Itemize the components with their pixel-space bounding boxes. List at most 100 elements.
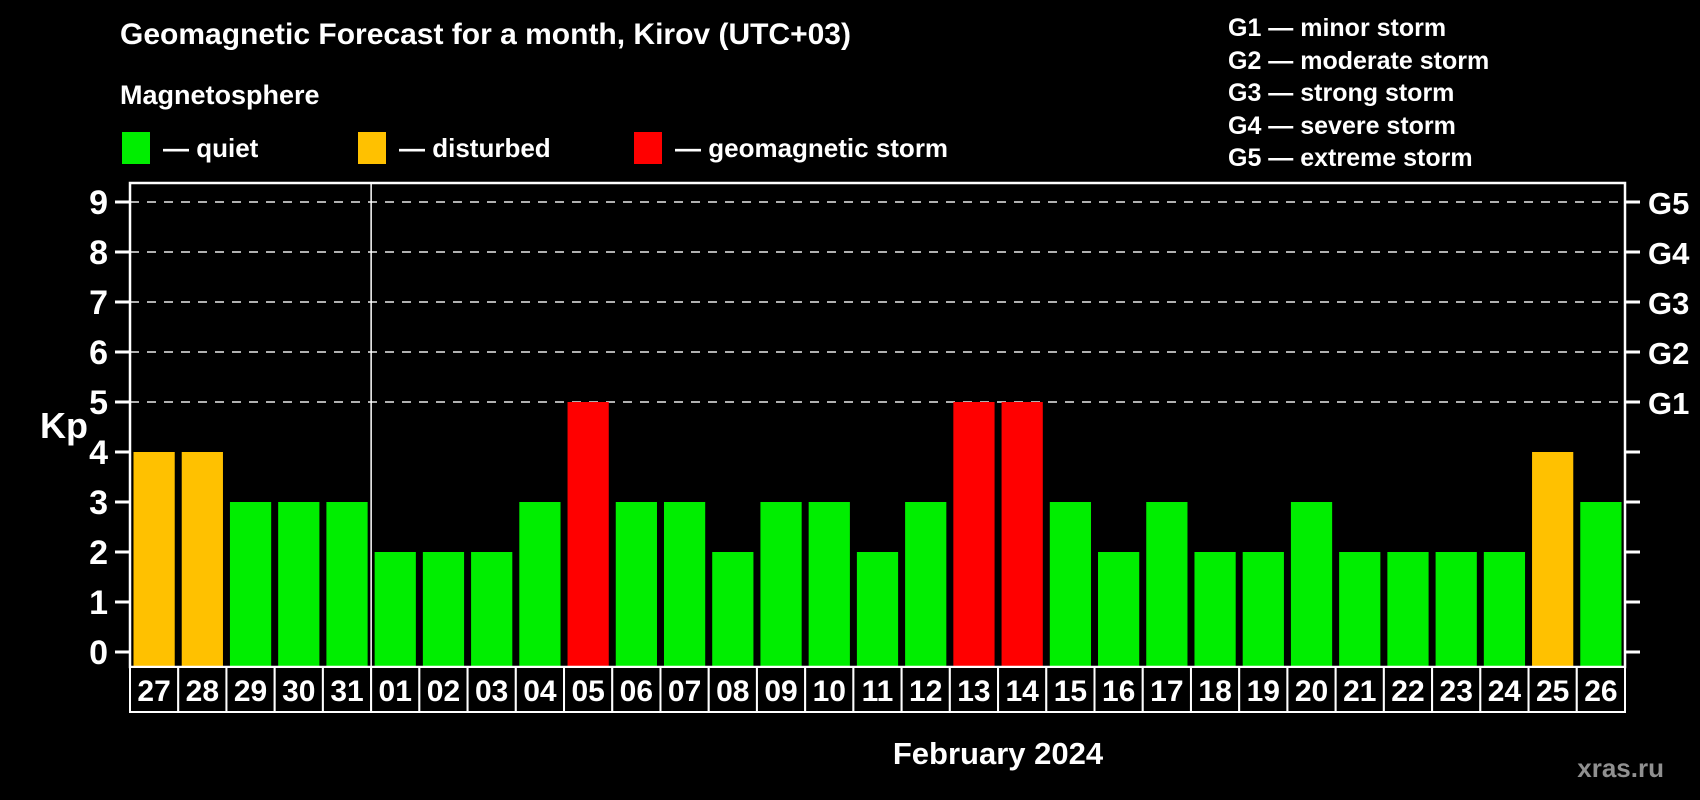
gridlines <box>130 201 1625 403</box>
day-cell-label-08: 08 <box>716 675 749 708</box>
kp-bar-day-20 <box>1290 502 1333 667</box>
day-cell-02 <box>418 666 469 713</box>
kp-bar-day-19 <box>1242 552 1284 667</box>
kp-bar-day-08 <box>712 552 754 667</box>
kp-bar-day-02 <box>422 552 465 667</box>
day-cell-label-09: 09 <box>764 675 797 708</box>
day-cell-31 <box>321 666 373 713</box>
kp-axis-tick-labels: 0 1 2 3 4 5 6 7 8 9 <box>89 184 108 672</box>
legend-label-storm: — geomagnetic storm <box>675 132 949 163</box>
day-cell-label-24: 24 <box>1488 675 1522 708</box>
kp-axis-title: Kp <box>40 405 88 446</box>
day-cell-18 <box>1189 666 1241 713</box>
day-cell-29 <box>225 666 276 713</box>
g-scale-legend: G1 — minor storm G2 — moderate storm G3 … <box>1228 12 1489 175</box>
kp-bar-day-15 <box>1049 502 1092 667</box>
day-cell-22 <box>1382 666 1434 713</box>
kp-tick-label-8: 8 <box>89 234 108 272</box>
kp-bar-day-29 <box>229 502 272 667</box>
day-cell-label-13: 13 <box>957 675 990 708</box>
kp-bar-day-10 <box>808 502 850 667</box>
kp-bar-day-03 <box>471 552 513 667</box>
day-cell-24 <box>1479 666 1530 713</box>
kp-bar-day-21 <box>1339 552 1381 667</box>
day-cell-label-15: 15 <box>1054 675 1087 708</box>
day-cell-label-04: 04 <box>523 675 557 708</box>
legend-item-disturbed: — disturbed <box>358 131 551 165</box>
day-cell-label-07: 07 <box>668 675 701 708</box>
day-cell-label-19: 19 <box>1247 675 1280 708</box>
day-cell-label-26: 26 <box>1584 675 1617 708</box>
day-cell-label-05: 05 <box>571 675 604 708</box>
page-title: Geomagnetic Forecast for a month, Kirov … <box>120 18 851 51</box>
day-cell-19 <box>1238 666 1289 713</box>
day-cell-label-17: 17 <box>1150 675 1183 708</box>
day-cell-label-31: 31 <box>330 675 363 708</box>
day-label-cells: 27 28 29 30 31 01 02 03 04 05 06 07 08 09 10 11 12 13 14 15… <box>129 666 1626 713</box>
kp-bar-day-06 <box>615 502 657 667</box>
kp-tick-label-2: 2 <box>89 534 108 572</box>
g-scale-legend-g1: G1 — minor storm <box>1228 14 1447 42</box>
kp-bar-day-27 <box>133 452 175 667</box>
day-cell-10 <box>804 666 855 713</box>
kp-bar-day-30 <box>278 502 320 667</box>
kp-bar-day-25 <box>1532 452 1574 667</box>
kp-bar-day-18 <box>1194 552 1236 667</box>
day-cell-20 <box>1286 666 1337 713</box>
kp-tick-label-9: 9 <box>89 184 108 222</box>
kp-bar-day-05 <box>567 402 609 667</box>
g-scale-legend-g4: G4 — severe storm <box>1228 111 1456 140</box>
kp-bar-day-07 <box>663 502 706 667</box>
g-tick-label-g2: G2 <box>1648 336 1689 371</box>
day-cell-12 <box>900 666 951 713</box>
kp-tick-label-1: 1 <box>89 584 108 622</box>
g-axis-tick-labels: G1 G2 G3 G4 G5 <box>1648 186 1690 421</box>
day-cell-label-18: 18 <box>1198 675 1231 708</box>
g-tick-label-g3: G3 <box>1648 286 1689 321</box>
kp-bar-day-31 <box>326 502 368 667</box>
watermark: xras.ru <box>1577 753 1664 783</box>
day-cell-label-14: 14 <box>1005 675 1039 708</box>
kp-bar-day-22 <box>1387 552 1429 667</box>
kp-tick-label-4: 4 <box>89 434 108 472</box>
kp-bar-day-12 <box>905 502 947 667</box>
day-cell-label-10: 10 <box>813 675 846 708</box>
day-cell-label-16: 16 <box>1102 675 1135 708</box>
day-cell-label-21: 21 <box>1343 675 1376 708</box>
day-cell-28 <box>177 666 228 713</box>
kp-tick-label-6: 6 <box>89 334 108 372</box>
day-cell-label-23: 23 <box>1440 675 1473 708</box>
kp-bar-day-17 <box>1146 502 1188 667</box>
kp-bar-day-23 <box>1435 552 1477 667</box>
kp-bars <box>133 402 1622 667</box>
day-cell-13 <box>948 666 1000 713</box>
legend-label-disturbed: — disturbed <box>399 132 551 163</box>
magnetosphere-subtitle: Magnetosphere <box>120 80 320 110</box>
day-cell-05 <box>563 666 614 713</box>
legend-label-quiet: — quiet <box>163 132 259 163</box>
day-cell-label-03: 03 <box>475 675 508 708</box>
day-cell-06 <box>611 666 662 713</box>
axis-ticks <box>115 200 1640 654</box>
kp-tick-label-7: 7 <box>89 284 108 322</box>
kp-bar-day-04 <box>519 502 561 667</box>
day-cell-label-29: 29 <box>234 675 267 708</box>
quiet-color-swatch <box>122 132 150 164</box>
day-cell-label-28: 28 <box>186 675 219 708</box>
day-cell-30 <box>273 666 324 713</box>
day-cell-label-22: 22 <box>1391 675 1424 708</box>
day-cell-23 <box>1431 666 1482 713</box>
day-cell-27 <box>129 666 180 713</box>
g-tick-label-g4: G4 <box>1648 236 1690 271</box>
kp-bar-day-16 <box>1098 552 1140 667</box>
day-cell-label-27: 27 <box>137 675 170 708</box>
g-scale-legend-g2: G2 — moderate storm <box>1228 46 1490 75</box>
g-scale-legend-g3: G3 — strong storm <box>1228 79 1455 107</box>
kp-bar-day-01 <box>374 552 416 667</box>
day-cell-label-01: 01 <box>379 675 412 708</box>
kp-bar-day-09 <box>760 502 802 667</box>
legend-item-quiet: — quiet <box>122 131 258 165</box>
day-cell-label-11: 11 <box>862 675 894 708</box>
kp-tick-label-3: 3 <box>89 484 108 522</box>
